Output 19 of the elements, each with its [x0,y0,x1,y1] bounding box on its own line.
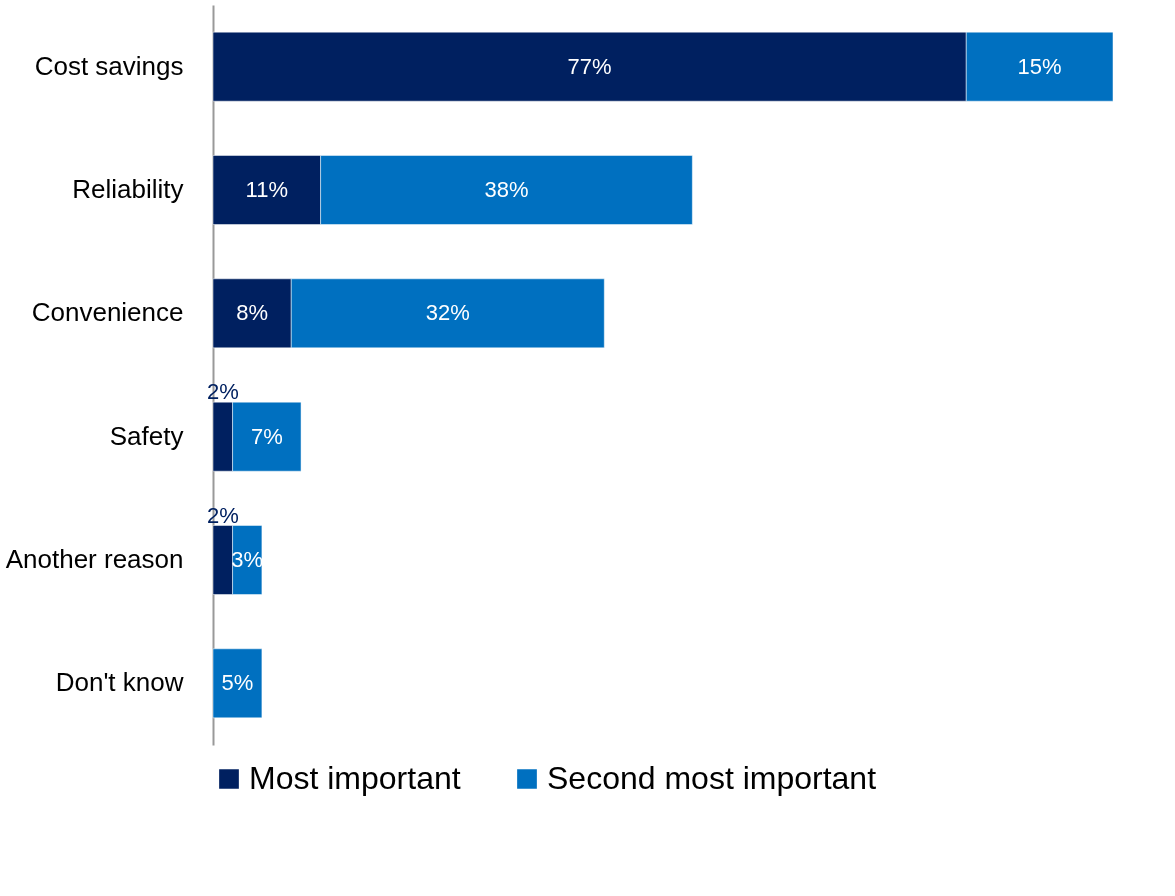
data-label: 15% [1017,53,1062,79]
y-tick-label: Another reason [5,544,184,574]
legend-label: Second most important [547,760,877,796]
data-label: 5% [221,670,254,696]
data-label: 2% [206,502,239,528]
bar [212,648,263,719]
data-label: 7% [250,423,283,449]
data-label: 32% [425,300,470,326]
y-tick-label: Don't know [55,667,184,698]
legend-label: Most important [249,760,461,796]
data-label: 38% [484,177,529,202]
y-tick-label: Cost savings [34,50,184,81]
y-tick-label: Convenience [31,297,184,328]
data-label: 8% [236,300,269,326]
data-label: 77% [567,53,612,79]
data-label: 2% [206,379,239,405]
data-label: 11% [245,177,289,202]
y-tick-label: Safety [109,420,184,451]
y-tick-label: Reliability [72,174,184,204]
